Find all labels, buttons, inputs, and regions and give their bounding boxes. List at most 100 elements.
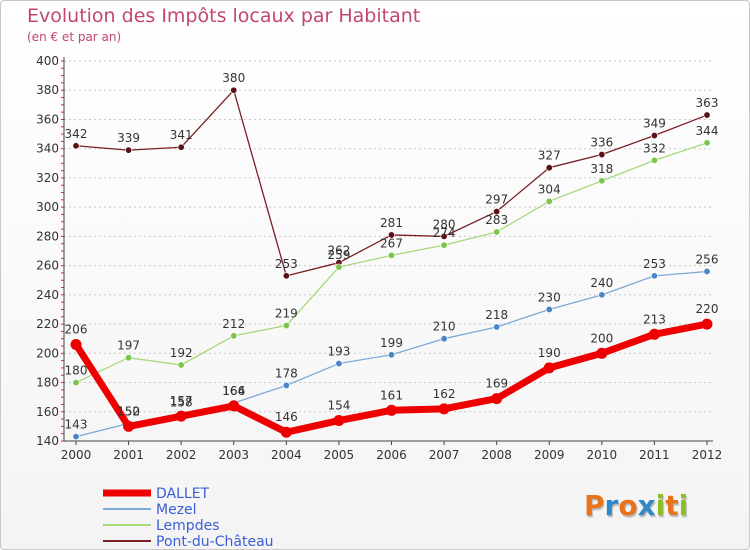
data-label: 193 [327,345,350,359]
data-point [596,347,608,359]
data-label: 342 [65,127,88,141]
data-point [703,111,711,119]
data-label: 344 [696,124,719,138]
data-label: 212 [222,317,245,331]
chart-title: Evolution des Impôts locaux par Habitant [27,5,421,27]
data-label: 256 [696,252,719,266]
data-label: 162 [433,387,456,401]
data-point [493,228,501,236]
data-label: 213 [643,312,666,326]
y-tick-label: 240 [36,288,59,302]
x-tick-label: 2006 [376,448,407,462]
data-point [491,393,503,405]
x-tick-label: 2009 [534,448,565,462]
data-label: 206 [65,323,88,337]
y-tick-label: 220 [36,317,59,331]
x-tick-label: 2003 [218,448,249,462]
x-tick-label: 2012 [692,448,723,462]
data-label: 327 [538,149,561,163]
y-tick-label: 160 [36,405,59,419]
data-point [335,263,343,271]
data-point [701,318,713,330]
data-point [543,362,555,374]
data-label: 274 [433,226,456,240]
series-group [70,86,713,441]
data-label: 280 [433,217,456,231]
data-point [72,433,80,441]
y-tick-label: 380 [36,83,59,97]
logo-letter: t [665,489,679,522]
data-label: 240 [590,276,613,290]
data-label: 146 [275,410,298,424]
data-label: 152 [117,404,140,418]
data-point [387,231,395,239]
data-label: 363 [696,96,719,110]
data-label: 332 [643,141,666,155]
data-point [335,360,343,368]
data-label: 210 [433,320,456,334]
data-point [440,232,448,240]
data-label: 281 [380,216,403,230]
x-tick-label: 2005 [324,448,355,462]
data-point [440,335,448,343]
data-point [650,156,658,164]
data-label: 304 [538,182,561,196]
data-label: 200 [590,331,613,345]
legend-label: Pont-du-Château [156,534,274,550]
data-labels: 342 339 341 380 253 262 281 280 297 327 336 349 363 1… [65,71,719,431]
data-label: 166 [222,384,245,398]
data-label: 157 [170,394,193,408]
data-point [598,151,606,159]
data-label: 192 [170,346,193,360]
logo-letter: i [678,489,689,522]
data-point [230,86,238,94]
axes: 140 160 180 200 220 240 260 280 300 320 340 360 380 4… [36,54,722,462]
logo-letter: o [618,489,638,522]
data-point [493,323,501,331]
data-point [598,177,606,185]
logo-letter: P [584,489,605,522]
data-point [648,328,660,340]
data-label: 339 [117,131,140,145]
data-point [125,354,133,362]
data-label: 219 [275,307,298,321]
data-point [440,241,448,249]
data-label: 154 [327,399,350,413]
data-label: 349 [643,117,666,131]
data-point [703,139,711,147]
data-label: 336 [590,136,613,150]
data-point [282,381,290,389]
data-label: 318 [590,162,613,176]
data-point [282,272,290,280]
data-point [125,146,133,154]
y-tick-label: 340 [36,142,59,156]
data-label: 164 [222,384,245,398]
legend-label: DALLET [156,486,210,502]
data-point [70,339,82,351]
data-point [545,164,553,172]
legend-label: Lempdes [156,518,220,534]
data-label: 262 [327,244,350,258]
logo-letter: x [637,489,656,522]
logo-letter: i [655,489,666,522]
data-label: 283 [485,213,508,227]
y-tick-label: 140 [36,434,59,448]
data-label: 143 [65,418,88,432]
y-tick-label: 280 [36,229,59,243]
data-label: 267 [380,236,403,250]
y-tick-label: 360 [36,112,59,126]
legend-label: Mezel [156,502,197,518]
logo-letter: r [604,489,619,522]
data-label: 297 [485,193,508,207]
data-point [438,403,450,415]
data-label: 341 [170,128,193,142]
data-point [703,267,711,275]
data-label: 218 [485,308,508,322]
data-point [650,132,658,140]
data-label: 180 [65,364,88,378]
data-point [333,415,345,427]
x-tick-label: 2000 [61,448,92,462]
